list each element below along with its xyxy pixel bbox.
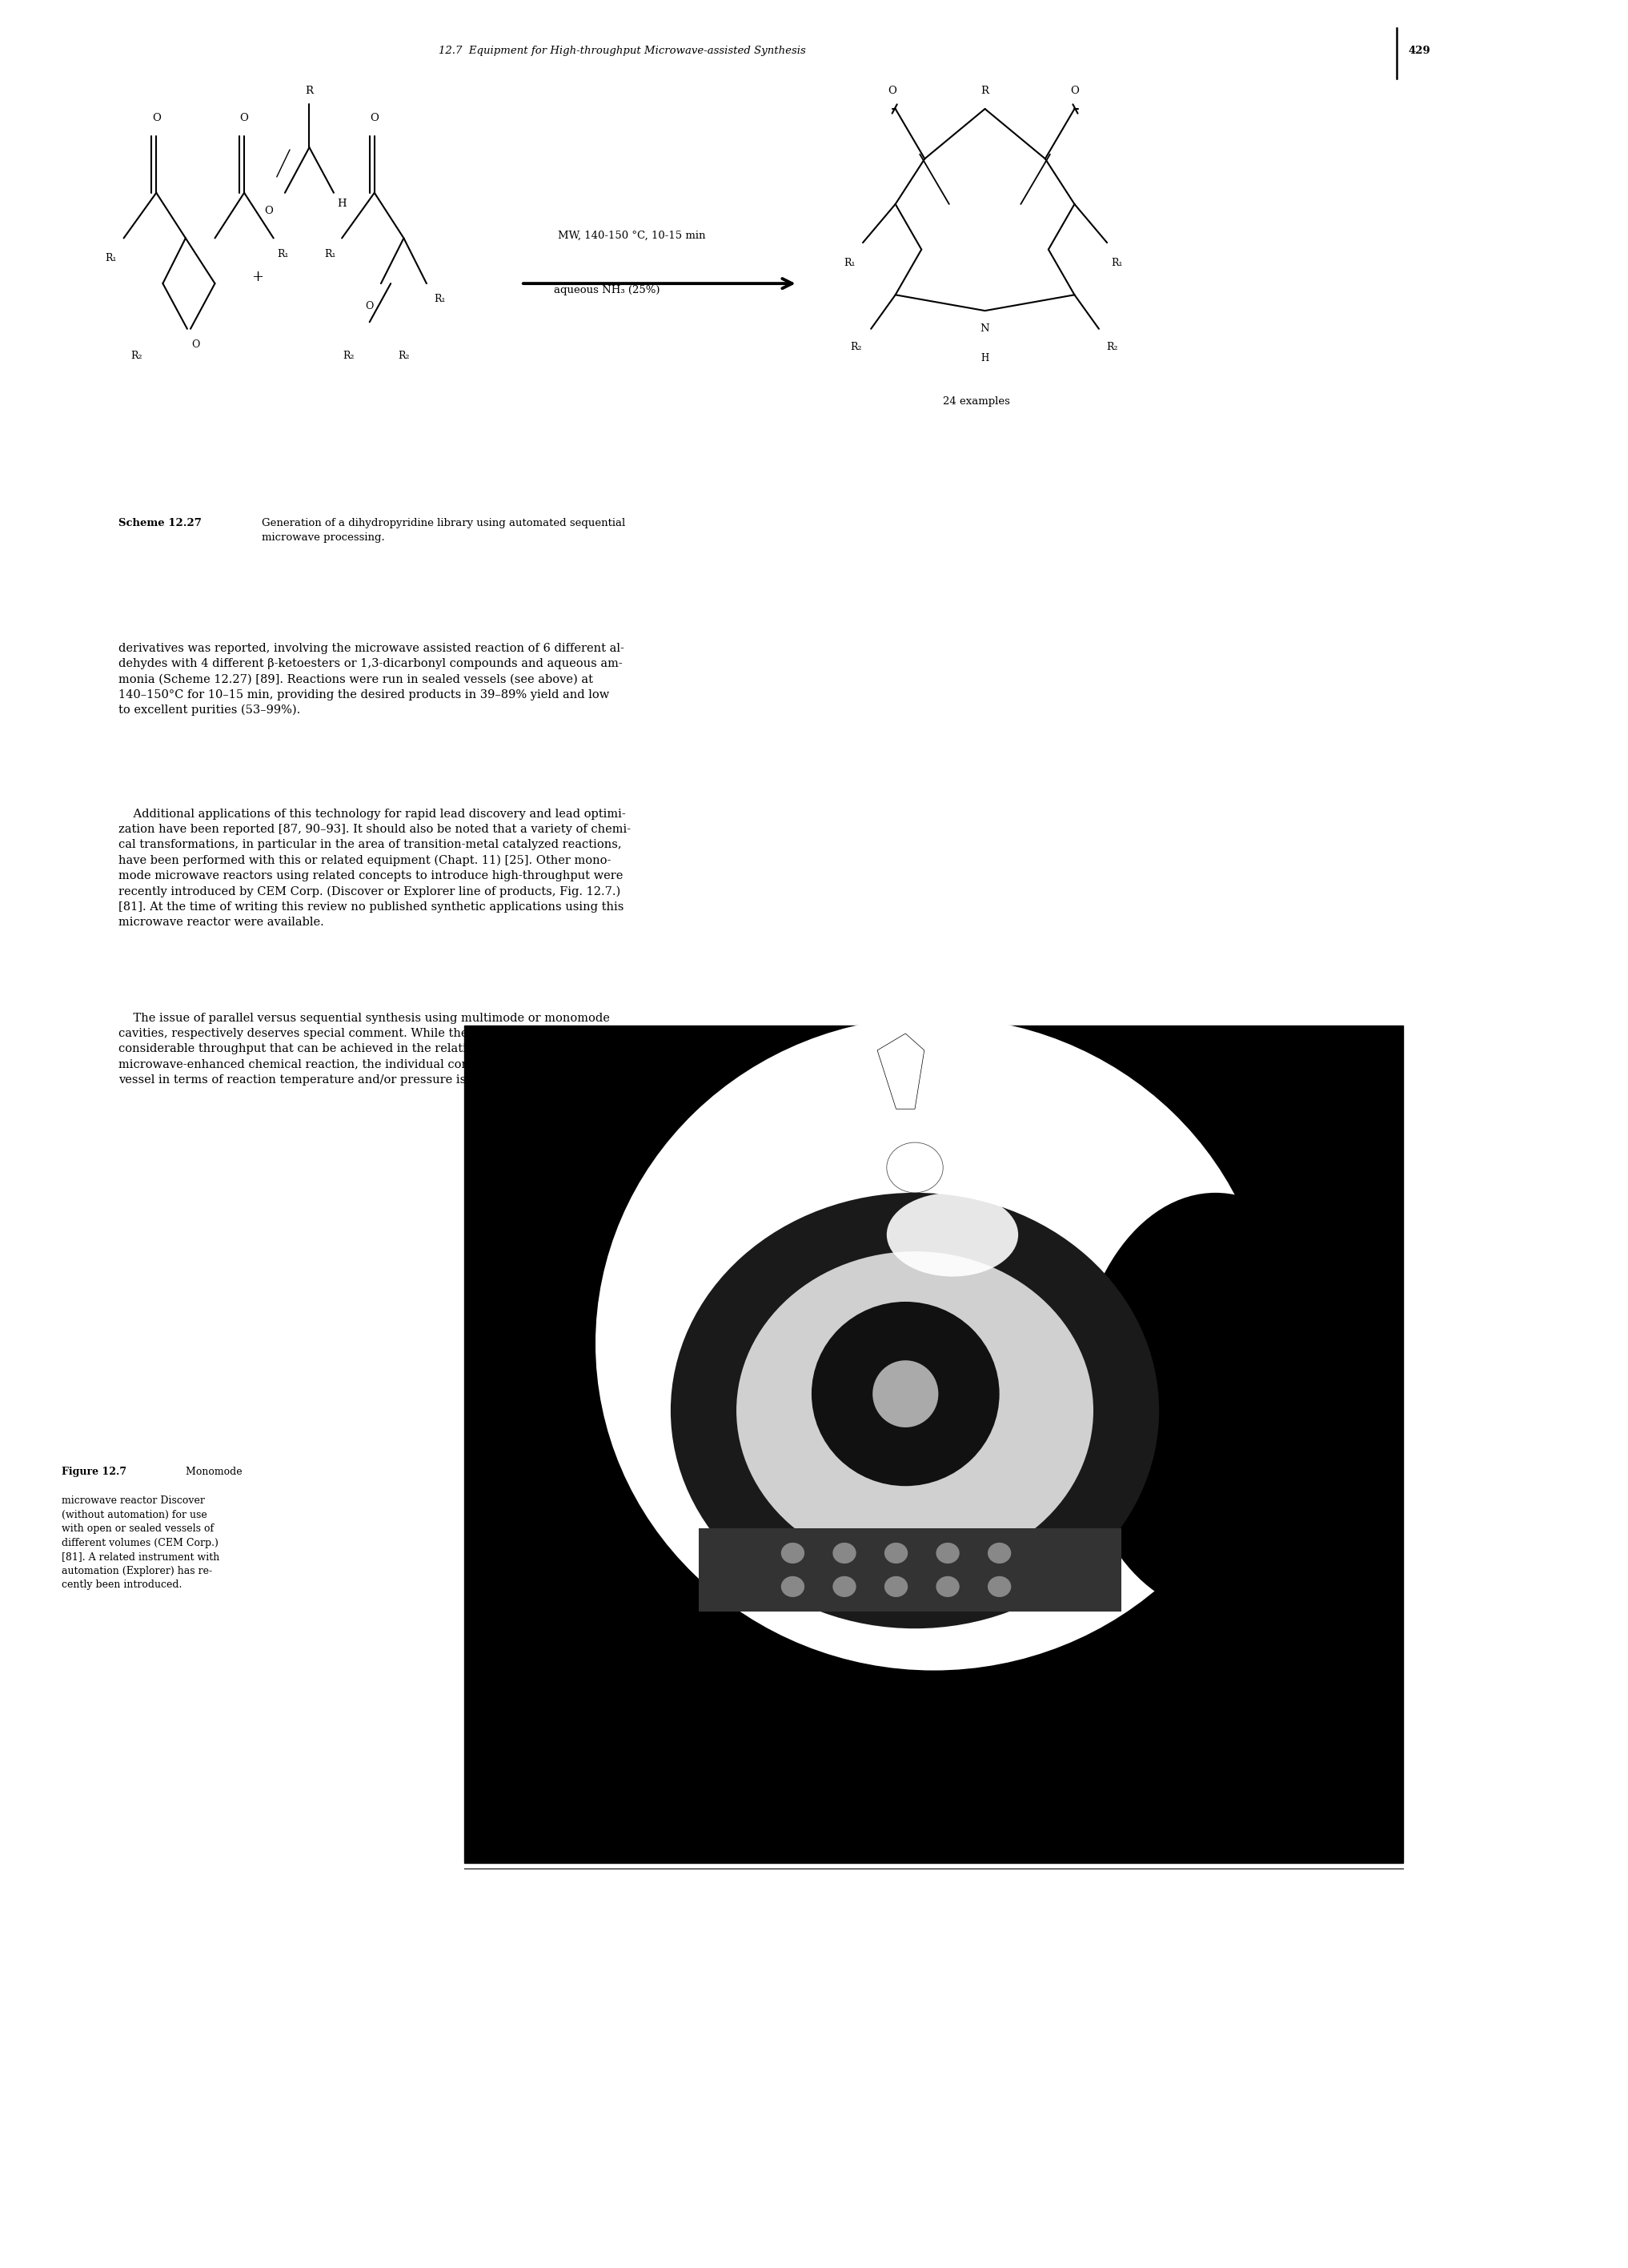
Text: O: O [190,340,200,349]
Ellipse shape [1074,1193,1356,1613]
Ellipse shape [832,1576,856,1597]
Ellipse shape [887,1193,1018,1277]
Ellipse shape [988,1576,1011,1597]
Text: MW, 140-150 °C, 10-15 min: MW, 140-150 °C, 10-15 min [558,231,705,240]
Ellipse shape [781,1576,804,1597]
Ellipse shape [596,1016,1271,1672]
Text: O: O [365,302,374,311]
Text: The issue of parallel versus sequential synthesis using multimode or monomode
ca: The issue of parallel versus sequential … [119,1012,617,1086]
Ellipse shape [936,1576,959,1597]
Text: R₂: R₂ [342,352,355,361]
Text: O: O [887,86,897,95]
Text: R₁: R₁ [433,295,446,304]
Ellipse shape [811,1302,1000,1486]
Text: O: O [1070,86,1079,95]
Text: O: O [264,206,274,215]
Text: aqueous NH₃ (25%): aqueous NH₃ (25%) [554,286,661,295]
Text: R₁: R₁ [843,259,856,268]
Text: O: O [151,113,161,122]
Text: R₂: R₂ [850,342,863,352]
Text: R₂: R₂ [130,352,143,361]
Text: Monomode: Monomode [179,1467,243,1476]
Ellipse shape [884,1542,908,1563]
Text: H: H [337,200,347,209]
Bar [464,1025,1403,1864]
Text: R: R [306,86,313,95]
Text: derivatives was reported, involving the microwave assisted reaction of 6 differe: derivatives was reported, involving the … [119,644,625,717]
Text: R₁: R₁ [277,249,290,259]
Ellipse shape [781,1542,804,1563]
Text: microwave reactor Discover
(without automation) for use
with open or sealed vess: microwave reactor Discover (without auto… [62,1497,220,1590]
Text: R₁: R₁ [104,254,117,263]
Ellipse shape [736,1252,1094,1569]
Text: N: N [980,324,990,333]
Text: R₁: R₁ [324,249,337,259]
Text: 24 examples: 24 examples [943,397,1011,406]
Text: +: + [251,270,264,284]
Ellipse shape [884,1576,908,1597]
Text: O: O [239,113,249,122]
Polygon shape [698,1529,1122,1613]
Text: R₂: R₂ [1105,342,1118,352]
Text: Scheme 12.27: Scheme 12.27 [119,519,202,528]
Text: 429: 429 [1408,45,1431,57]
Ellipse shape [887,1143,943,1193]
Ellipse shape [671,1193,1159,1628]
Text: H: H [980,354,990,363]
Ellipse shape [988,1542,1011,1563]
Text: O: O [370,113,379,122]
Text: R: R [982,86,988,95]
Text: R₂: R₂ [397,352,410,361]
Text: Figure 12.7: Figure 12.7 [62,1467,127,1476]
Polygon shape [877,1034,925,1109]
Ellipse shape [832,1542,856,1563]
Text: Generation of a dihydropyridine library using automated sequential
microwave pro: Generation of a dihydropyridine library … [262,519,625,542]
Ellipse shape [873,1361,938,1427]
Text: Additional applications of this technology for rapid lead discovery and lead opt: Additional applications of this technolo… [119,810,632,928]
Text: R₁: R₁ [1110,259,1123,268]
Ellipse shape [936,1542,959,1563]
Text: 12.7  Equipment for High-throughput Microwave-assisted Synthesis: 12.7 Equipment for High-throughput Micro… [438,45,806,57]
